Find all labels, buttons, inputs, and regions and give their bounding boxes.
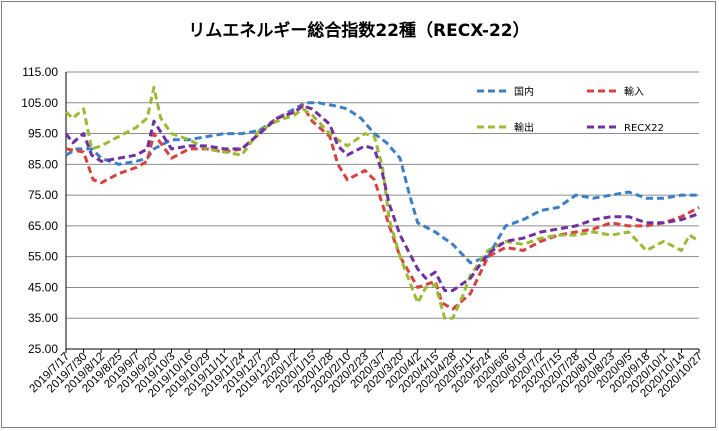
chart-title: リムエネルギー総合指数22種（RECX-22） bbox=[188, 20, 529, 41]
y-tick-label: 45.00 bbox=[28, 280, 58, 294]
y-tick-label: 65.00 bbox=[28, 219, 58, 233]
y-tick-label: 75.00 bbox=[28, 188, 58, 202]
legend-label: 輸入 bbox=[624, 85, 644, 98]
series-line-輸出 bbox=[64, 85, 700, 320]
y-tick-label: 115.00 bbox=[22, 65, 58, 79]
y-tick-label: 55.00 bbox=[28, 250, 58, 264]
y-tick-label: 85.00 bbox=[28, 157, 58, 171]
legend-label: RECX22 bbox=[624, 123, 664, 134]
x-axis-ticks: 2019/7/172019/7/302019/8/122019/8/252019… bbox=[27, 349, 705, 400]
y-tick-label: 95.00 bbox=[28, 127, 58, 141]
series-lines bbox=[64, 85, 700, 320]
series-line-RECX22 bbox=[64, 104, 700, 292]
y-tick-label: 25.00 bbox=[28, 342, 58, 356]
legend-label: 輸出 bbox=[514, 121, 534, 134]
y-tick-label: 105.00 bbox=[21, 96, 58, 110]
series-line-輸入 bbox=[65, 104, 700, 311]
y-axis-ticks: 115.00 105.00 95.00 85.00 75.00 65.00 55.00 45.… bbox=[21, 65, 58, 356]
series-line-国内 bbox=[65, 101, 699, 265]
y-tick-label: 35.00 bbox=[28, 311, 58, 325]
legend-label: 国内 bbox=[514, 85, 534, 98]
gridlines bbox=[65, 71, 699, 350]
